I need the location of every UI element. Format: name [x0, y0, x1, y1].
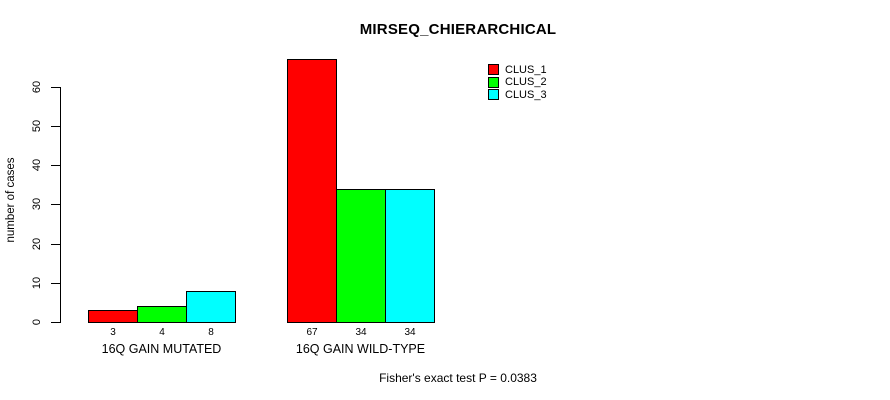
legend-item-clus_2: CLUS_2 — [488, 76, 547, 88]
p-value-annotation: Fisher's exact test P = 0.0383 — [379, 371, 537, 385]
bar-value-label: 3 — [110, 327, 116, 338]
y-axis-title: number of cases — [5, 157, 17, 243]
y-tick-mark — [51, 165, 61, 166]
legend-label: CLUS_1 — [505, 63, 547, 76]
legend: CLUS_1 CLUS_2 CLUS_3 — [488, 63, 547, 101]
category-label: 16Q GAIN WILD-TYPE — [295, 342, 426, 356]
legend-swatch-clus_1 — [488, 64, 499, 75]
bar-value-label: 34 — [355, 327, 367, 338]
bar-value-label: 34 — [404, 327, 416, 338]
bar-clus_2-1 — [137, 306, 187, 323]
category-label: 16Q GAIN MUTATED — [101, 342, 222, 356]
chart-title: MIRSEQ_CHIERARCHICAL — [359, 21, 557, 38]
bar-clus_1-1 — [88, 310, 138, 323]
y-tick-label: 20 — [31, 237, 43, 250]
bar-clus_1-2 — [287, 59, 337, 323]
y-tick-mark — [51, 204, 61, 206]
legend-swatch-clus_3 — [488, 89, 499, 100]
y-tick-label: 0 — [31, 318, 43, 326]
y-tick-mark — [51, 243, 61, 245]
legend-item-clus_3: CLUS_3 — [488, 88, 547, 101]
y-tick-mark — [51, 282, 61, 284]
bar-clus_3-1 — [186, 291, 236, 323]
bar-value-label: 8 — [208, 327, 214, 338]
y-tick-label: 40 — [31, 158, 43, 172]
y-tick-label: 10 — [31, 276, 43, 289]
legend-label: CLUS_2 — [505, 76, 547, 88]
y-tick-mark — [51, 322, 61, 323]
bar-clus_2-2 — [336, 189, 386, 323]
legend-label: CLUS_3 — [505, 88, 547, 101]
y-tick-mark — [51, 125, 61, 127]
legend-item-clus_1: CLUS_1 — [488, 63, 547, 76]
legend-swatch-clus_2 — [488, 76, 499, 88]
bar-clus_3-2 — [385, 189, 435, 323]
y-tick-label: 50 — [31, 119, 43, 132]
y-tick-mark — [51, 86, 61, 88]
bar-value-label: 4 — [159, 327, 165, 338]
y-tick-label: 60 — [31, 80, 43, 93]
y-tick-label: 30 — [31, 198, 43, 211]
bar-value-label: 67 — [306, 327, 318, 338]
